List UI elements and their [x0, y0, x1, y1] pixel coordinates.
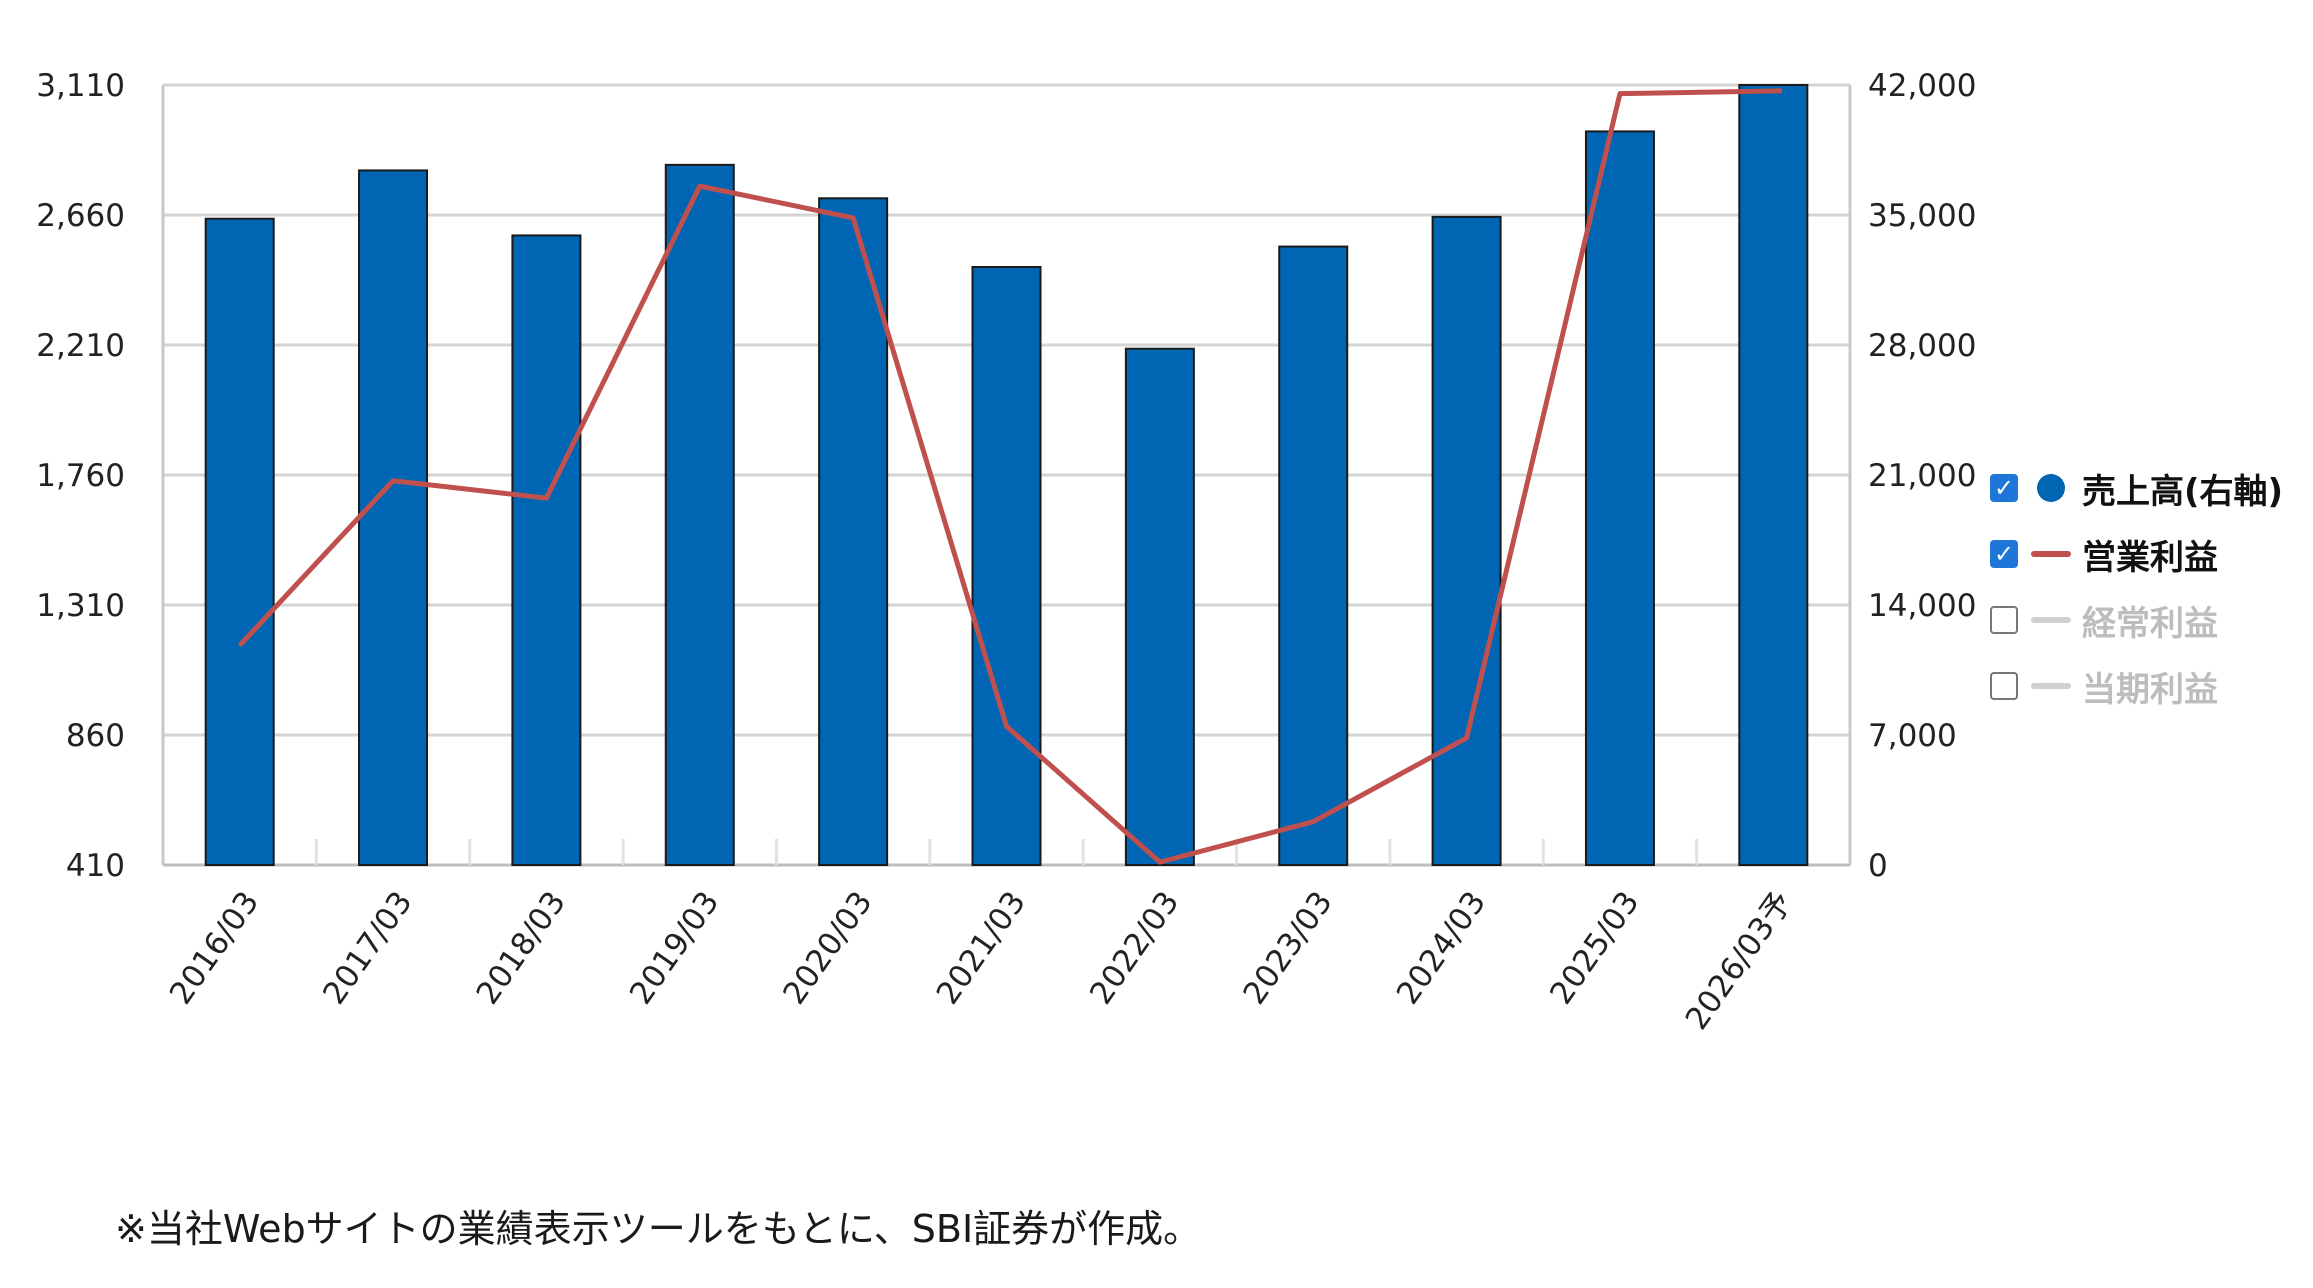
x-tick-label: 2021/03	[930, 885, 1033, 1011]
line-point	[699, 185, 701, 187]
legend-item-sales[interactable]: ✓ 売上高(右軸)	[1990, 455, 2310, 521]
x-tick-label: 2020/03	[776, 885, 879, 1011]
y-left-tick-label: 3,110	[36, 68, 125, 104]
legend-label-ordinary-profit: 経常利益	[2082, 603, 2218, 644]
bar	[1738, 84, 1809, 866]
y-left-tick-label: 1,760	[36, 458, 125, 494]
bar	[1431, 215, 1502, 867]
legend-checkbox-sales[interactable]: ✓	[1990, 474, 2018, 502]
legend-item-operating-profit[interactable]: ✓ 営業利益	[1990, 521, 2310, 587]
x-tick-label: 2024/03	[1390, 885, 1493, 1011]
legend-checkbox-ordinary-profit[interactable]	[1990, 606, 2018, 634]
y-right-tick-label: 42,000	[1868, 68, 1976, 104]
y-left-tick-label: 860	[66, 718, 125, 754]
line-marker-icon	[2028, 551, 2074, 557]
bar	[971, 266, 1042, 866]
line-point	[1619, 93, 1621, 95]
x-tick-label: 2019/03	[623, 885, 726, 1011]
line-point	[239, 644, 241, 646]
line-point	[1006, 725, 1007, 727]
bar	[1584, 130, 1655, 866]
legend: ✓ 売上高(右軸) ✓ 営業利益 経常利益 当期利益	[1990, 455, 2310, 719]
y-right-tick-label: 7,000	[1868, 718, 1957, 754]
line-point	[1466, 737, 1468, 739]
x-tick-label: 2023/03	[1236, 885, 1339, 1011]
line-point	[1312, 821, 1314, 823]
y-right-tick-label: 14,000	[1868, 588, 1976, 624]
footnote: ※当社Webサイトの業績表示ツールをもとに、SBI証券が作成。	[115, 1207, 1202, 1251]
legend-label-net-profit: 当期利益	[2082, 669, 2218, 710]
legend-item-net-profit[interactable]: 当期利益	[1990, 653, 2310, 719]
x-tick-label: 2016/03	[163, 885, 266, 1011]
bar	[664, 163, 735, 867]
bar	[1124, 347, 1195, 866]
x-tick-label: 2017/03	[316, 885, 419, 1011]
line-point	[1159, 861, 1161, 863]
y-right-tick-label: 21,000	[1868, 458, 1976, 494]
bar	[1278, 245, 1349, 867]
y-left-tick-label: 2,210	[36, 328, 125, 364]
line-point	[392, 480, 394, 482]
legend-checkbox-operating-profit[interactable]: ✓	[1990, 540, 2018, 568]
legend-label-sales: 売上高(右軸)	[2082, 471, 2284, 512]
x-tick-label: 2022/03	[1083, 885, 1186, 1011]
y-right-tick-label: 35,000	[1868, 198, 1976, 234]
circle-marker-icon	[2028, 474, 2074, 502]
legend-checkbox-net-profit[interactable]	[1990, 672, 2018, 700]
y-left-tick-label: 2,660	[36, 198, 125, 234]
bar	[204, 217, 275, 866]
y-right-tick-label: 0	[1868, 848, 1888, 884]
x-tick-label: 2018/03	[470, 885, 573, 1011]
legend-item-ordinary-profit[interactable]: 経常利益	[1990, 587, 2310, 653]
chart: 410 860 1,310 1,760 2,210 2,660 3,110 0 7,000 14,…	[36, 68, 1976, 1037]
y-right-tick-label: 28,000	[1868, 328, 1976, 364]
line-marker-icon	[2028, 617, 2074, 623]
line-point	[852, 217, 854, 219]
x-tick-label: 2025/03	[1543, 885, 1646, 1011]
bar	[511, 234, 582, 866]
line-marker-icon	[2028, 683, 2074, 689]
line-point	[545, 497, 547, 499]
x-tick-label: 2026/03予	[1679, 885, 1800, 1037]
bar	[818, 197, 889, 867]
legend-label-operating-profit: 営業利益	[2082, 537, 2218, 578]
y-left-tick-label: 410	[66, 848, 125, 884]
y-left-tick-label: 1,310	[36, 588, 125, 624]
bar	[358, 169, 429, 866]
line-point	[1781, 90, 1783, 92]
